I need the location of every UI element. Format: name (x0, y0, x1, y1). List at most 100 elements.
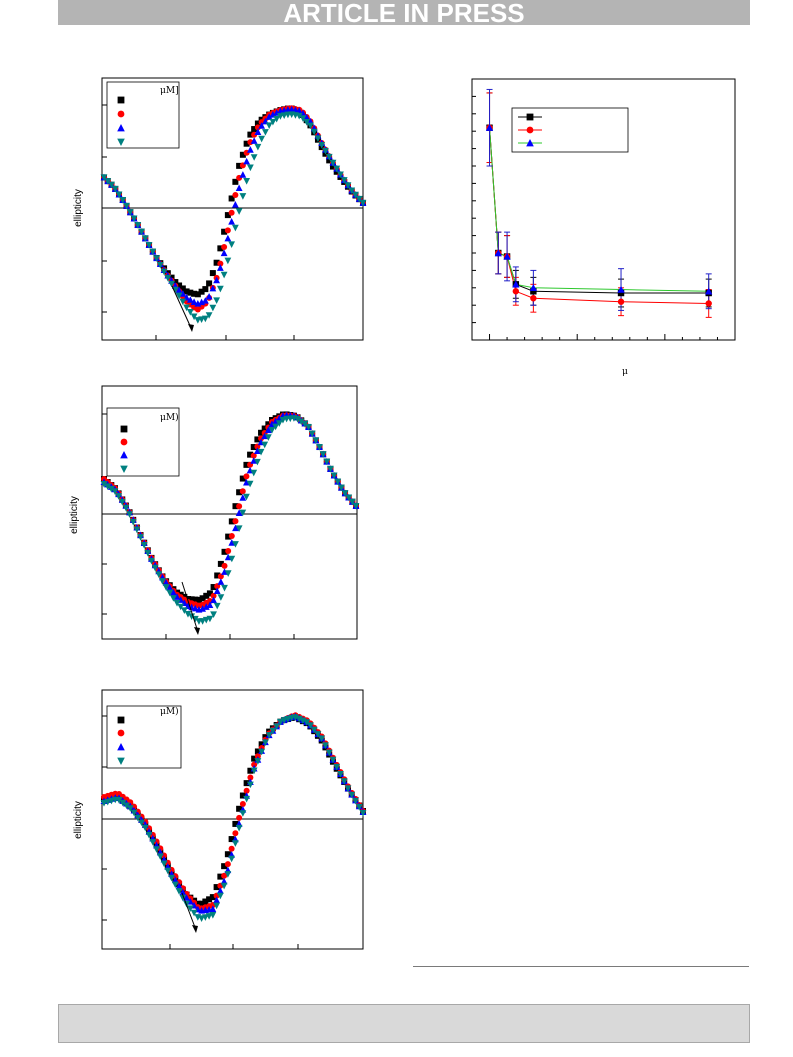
data-point (224, 871, 232, 878)
data-point (269, 727, 277, 735)
data-point (334, 478, 342, 486)
data-point (221, 548, 228, 555)
data-point (217, 560, 224, 567)
data-point (198, 288, 205, 295)
data-point (149, 248, 157, 256)
data-point (130, 809, 138, 817)
data-point (512, 280, 520, 288)
data-point (115, 191, 123, 199)
axis-ticks (472, 78, 736, 341)
data-point (265, 122, 273, 130)
data-point (224, 851, 231, 858)
data-point (210, 611, 217, 618)
data-point (104, 483, 112, 491)
data-point (284, 716, 292, 723)
data-point (257, 448, 265, 456)
series-line (489, 127, 709, 294)
data-point (323, 458, 331, 466)
footer-box (58, 1004, 750, 1043)
data-point (172, 279, 179, 286)
data-point (319, 451, 327, 458)
data-point (258, 122, 266, 129)
data-point (243, 780, 250, 787)
data-point (220, 877, 228, 885)
data-point (329, 159, 337, 167)
data-point (153, 255, 160, 262)
data-point (228, 845, 235, 852)
data-point (221, 872, 228, 879)
data-point (209, 304, 217, 312)
data-point (243, 461, 250, 468)
data-point (209, 905, 217, 913)
legend-marker (117, 716, 125, 724)
data-point (195, 596, 202, 603)
cd-spectrum-panel-3: ellipticity μM) (73, 689, 367, 950)
data-point (512, 288, 520, 295)
data-point (329, 163, 336, 170)
legend-markers (518, 113, 542, 147)
data-point (352, 503, 360, 510)
data-point (220, 882, 228, 890)
data-point (340, 177, 348, 184)
data-point (246, 480, 254, 488)
data-point (292, 714, 299, 721)
data-point (133, 526, 141, 534)
data-point (175, 882, 183, 890)
legend-marker (526, 139, 534, 147)
data-point (192, 596, 199, 603)
legend-marker (120, 465, 128, 473)
data-point (344, 785, 352, 792)
data-point (325, 153, 333, 161)
data-point (503, 252, 511, 260)
data-point (216, 264, 224, 271)
plot-frame (101, 77, 364, 341)
data-point (145, 831, 153, 839)
data-point (123, 802, 130, 810)
data-point (345, 494, 353, 502)
trend-arrowhead (188, 324, 194, 332)
legend-marker (117, 729, 125, 737)
cd-spectrum-panel-2: ellipticity μM) (69, 385, 360, 640)
data-point (247, 774, 254, 781)
data-point (236, 503, 243, 510)
data-point (235, 525, 243, 533)
data-point (122, 504, 130, 512)
data-point (187, 289, 194, 296)
data-point (232, 820, 239, 827)
legend-marker (526, 126, 534, 134)
data-point (232, 503, 239, 510)
data-point (134, 222, 142, 229)
data-point (494, 249, 502, 257)
data-point (239, 488, 246, 495)
data-point (225, 547, 232, 554)
data-point (228, 539, 236, 546)
data-point (217, 245, 224, 252)
data-point (243, 493, 250, 501)
data-point (224, 212, 231, 219)
data-point (213, 896, 221, 904)
data-point (261, 425, 268, 432)
legend-marker (120, 451, 128, 459)
data-point (273, 115, 281, 123)
data-point (348, 187, 356, 195)
data-point (224, 257, 232, 265)
data-point (183, 304, 190, 312)
data-point (264, 426, 272, 434)
data-point (176, 282, 183, 289)
data-point (175, 286, 183, 294)
data-point (329, 756, 337, 764)
data-point (160, 860, 168, 868)
legend-marker (117, 743, 125, 751)
data-point (318, 141, 326, 149)
legend-markers (117, 96, 125, 146)
y-axis-label: ellipticity (69, 496, 80, 534)
data-point (123, 202, 130, 210)
data-point (115, 493, 123, 500)
data-point (140, 542, 148, 549)
legend-title: μM) (160, 412, 179, 423)
data-point (239, 792, 246, 799)
data-point (224, 234, 232, 242)
data-point (337, 771, 344, 778)
data-point (172, 873, 179, 880)
data-point (199, 595, 206, 602)
